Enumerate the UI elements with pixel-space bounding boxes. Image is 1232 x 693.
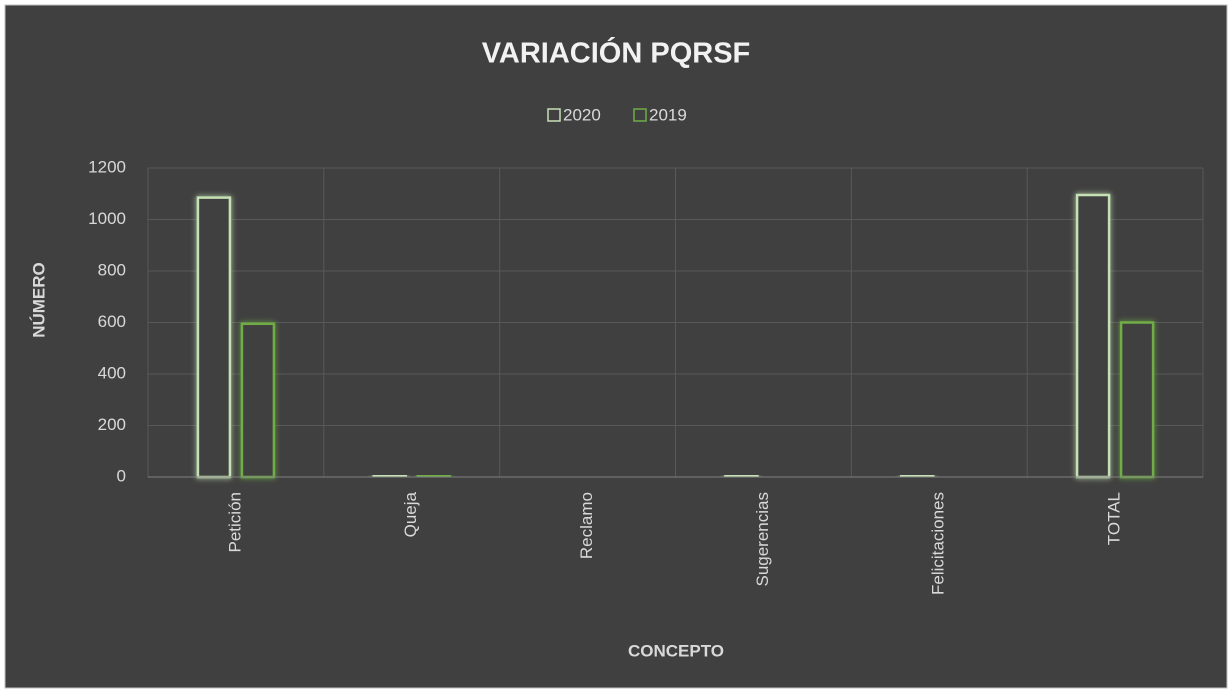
- bar: [1075, 193, 1111, 479]
- y-tick-label: 1200: [88, 157, 126, 176]
- y-tick-label: 800: [98, 260, 126, 279]
- y-tick-label: 0: [117, 466, 126, 485]
- legend-swatch: [547, 108, 561, 122]
- y-tick-label: 1000: [88, 209, 126, 228]
- legend-label: 2019: [649, 105, 687, 124]
- x-tick-label: Queja: [401, 491, 420, 537]
- y-axis-label: NÚMERO: [29, 262, 48, 338]
- y-tick-label: 400: [98, 363, 126, 382]
- y-tick-label: 200: [98, 415, 126, 434]
- bar: [240, 322, 276, 479]
- x-tick-label: Felicitaciones: [929, 492, 948, 595]
- legend-label: 2020: [563, 105, 601, 124]
- chart-title: VARIACIÓN PQRSF: [482, 36, 751, 70]
- bar: [196, 196, 232, 479]
- chart-background: [4, 4, 1228, 689]
- x-tick-label: Sugerencias: [753, 492, 772, 587]
- legend-swatch: [633, 108, 647, 122]
- x-axis-label: CONCEPTO: [628, 641, 724, 660]
- x-tick-label: Petición: [225, 492, 244, 552]
- bar: [1119, 321, 1155, 479]
- x-tick-label: TOTAL: [1105, 492, 1124, 545]
- x-tick-label: Reclamo: [577, 492, 596, 559]
- y-tick-label: 600: [98, 312, 126, 331]
